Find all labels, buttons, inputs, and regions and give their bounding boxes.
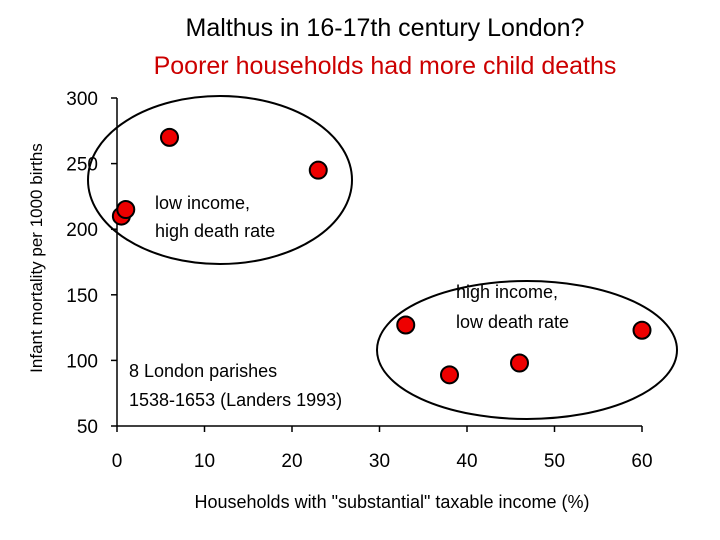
data-point <box>440 365 459 385</box>
data-point <box>160 127 179 147</box>
low-income-annotation: low income, high death rate <box>155 193 275 241</box>
y-tick-label: 250 <box>66 155 98 176</box>
low-income-line-1: low income, <box>155 193 250 213</box>
low-income-cluster-outline <box>87 95 353 265</box>
high-income-cluster-outline <box>376 280 678 420</box>
x-axis-label: Households with "substantial" taxable in… <box>195 492 590 512</box>
x-tick-label: 60 <box>631 451 652 472</box>
x-tick-label: 50 <box>544 451 565 472</box>
y-tick-label: 150 <box>66 286 98 307</box>
high-income-annotation: high income, low death rate <box>456 282 569 332</box>
source-line-1: 8 London parishes <box>129 361 277 381</box>
y-tick-label: 100 <box>66 351 98 372</box>
x-tick-label: 40 <box>456 451 477 472</box>
data-point <box>396 315 416 335</box>
chart-title: Malthus in 16-17th century London? <box>185 14 585 42</box>
data-point <box>510 353 529 373</box>
high-income-line-1: high income, <box>456 282 558 302</box>
data-point <box>308 160 328 180</box>
y-tick-label: 200 <box>66 220 98 241</box>
x-tick-label: 0 <box>112 451 123 472</box>
low-income-line-2: high death rate <box>155 221 275 241</box>
x-tick-label: 10 <box>194 451 215 472</box>
data-point <box>632 320 652 340</box>
source-line-2: 1538-1653 (Landers 1993) <box>129 390 342 410</box>
y-tick-label: 50 <box>77 417 98 438</box>
y-tick-label: 300 <box>66 89 98 110</box>
data-point <box>116 200 136 220</box>
x-tick-label: 20 <box>281 451 302 472</box>
y-axis-label: Infant mortality per 1000 births <box>27 143 46 373</box>
x-tick-label: 30 <box>369 451 390 472</box>
source-annotation: 8 London parishes 1538-1653 (Landers 199… <box>129 361 342 410</box>
chart-subtitle: Poorer households had more child deaths <box>153 52 617 80</box>
group-ellipses <box>87 95 678 420</box>
high-income-line-2: low death rate <box>456 312 569 332</box>
